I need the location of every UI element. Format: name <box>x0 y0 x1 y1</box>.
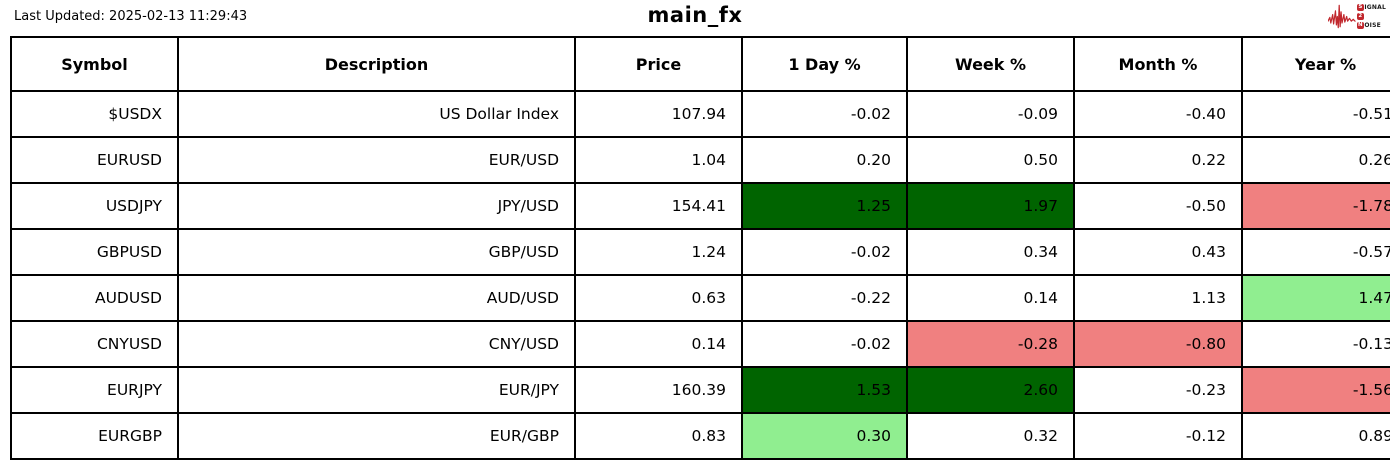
table-cell: -0.12 <box>1073 412 1243 460</box>
table-cell: -0.22 <box>741 274 908 322</box>
logo-text: S IGNAL 2 N OISE <box>1356 4 1386 30</box>
table-cell: 0.30 <box>741 412 908 460</box>
table-row: CNYUSD CNY/USD 0.14 -0.02 -0.28 -0.80 -0.13 <box>10 320 1390 368</box>
table-cell: GBP/USD <box>177 228 576 276</box>
signal-2-noise-logo: S IGNAL 2 N OISE <box>1327 3 1386 30</box>
last-updated-timestamp: Last Updated: 2025-02-13 11:29:43 <box>14 9 248 24</box>
column-header-week-: Week % <box>906 36 1075 92</box>
table-cell: EUR/GBP <box>177 412 576 460</box>
page-title: main_fx <box>647 3 743 27</box>
table-cell: 0.20 <box>741 136 908 184</box>
table-row: EURGBP EUR/GBP 0.83 0.30 0.32 -0.12 0.89 <box>10 412 1390 460</box>
table-cell: 0.34 <box>906 228 1075 276</box>
table-cell: 1.47 <box>1241 274 1390 322</box>
table-cell: EURJPY <box>10 366 179 414</box>
table-cell: -1.78 <box>1241 182 1390 230</box>
table-cell: -0.80 <box>1073 320 1243 368</box>
table-cell: -0.23 <box>1073 366 1243 414</box>
table-cell: 0.83 <box>574 412 743 460</box>
table-cell: 154.41 <box>574 182 743 230</box>
table-cell: 0.43 <box>1073 228 1243 276</box>
table-cell: 1.24 <box>574 228 743 276</box>
table-cell: USDJPY <box>10 182 179 230</box>
table-cell: -0.02 <box>741 320 908 368</box>
table-cell: -0.02 <box>741 228 908 276</box>
logo-line-2: 2 <box>1356 13 1386 21</box>
table-row: EURUSD EUR/USD 1.04 0.20 0.50 0.22 0.26 <box>10 136 1390 184</box>
table-row: USDJPY JPY/USD 154.41 1.25 1.97 -0.50 -1.78 <box>10 182 1390 230</box>
table-cell: 160.39 <box>574 366 743 414</box>
logo-line-signal: S IGNAL <box>1356 4 1386 12</box>
table-cell: 107.94 <box>574 90 743 138</box>
table-row: AUDUSD AUD/USD 0.63 -0.22 0.14 1.13 1.47 <box>10 274 1390 322</box>
table-header-row: Symbol Description Price 1 Day % Week % Month… <box>10 36 1390 92</box>
logo-rest-oise: OISE <box>1364 22 1381 29</box>
table-cell: 1.13 <box>1073 274 1243 322</box>
table-row: EURJPY EUR/JPY 160.39 1.53 2.60 -0.23 -1.56 <box>10 366 1390 414</box>
table-cell: AUD/USD <box>177 274 576 322</box>
table-cell: AUDUSD <box>10 274 179 322</box>
table-cell: -0.02 <box>741 90 908 138</box>
table-cell: 1.04 <box>574 136 743 184</box>
table-cell: EURGBP <box>10 412 179 460</box>
table-cell: -0.50 <box>1073 182 1243 230</box>
table-cell: EUR/JPY <box>177 366 576 414</box>
table-cell: CNYUSD <box>10 320 179 368</box>
logo-line-noise: N OISE <box>1356 22 1386 30</box>
logo-rest-ignal: IGNAL <box>1364 4 1386 11</box>
column-header-year-: Year % <box>1241 36 1390 92</box>
logo-badge-2: 2 <box>1356 13 1364 20</box>
table-cell: US Dollar Index <box>177 90 576 138</box>
column-header-symbol: Symbol <box>10 36 179 92</box>
table-cell: 0.50 <box>906 136 1075 184</box>
table-cell: CNY/USD <box>177 320 576 368</box>
table-cell: JPY/USD <box>177 182 576 230</box>
table-row: $USDX US Dollar Index 107.94 -0.02 -0.09 -0.4… <box>10 90 1390 138</box>
table-cell: -0.51 <box>1241 90 1390 138</box>
logo-badge-n: N <box>1356 22 1364 29</box>
table-cell: 0.63 <box>574 274 743 322</box>
table-cell: 2.60 <box>906 366 1075 414</box>
table-cell: -0.40 <box>1073 90 1243 138</box>
table-cell: EUR/USD <box>177 136 576 184</box>
table-cell: -0.13 <box>1241 320 1390 368</box>
table-cell: GBPUSD <box>10 228 179 276</box>
column-header-month-: Month % <box>1073 36 1243 92</box>
table-cell: EURUSD <box>10 136 179 184</box>
table-cell: 0.26 <box>1241 136 1390 184</box>
fx-table: Symbol Description Price 1 Day % Week % Month… <box>10 36 1390 460</box>
logo-badge-s: S <box>1356 4 1364 11</box>
column-header-1-day-: 1 Day % <box>741 36 908 92</box>
table-cell: 0.89 <box>1241 412 1390 460</box>
waveform-icon <box>1327 4 1356 29</box>
table-cell: -0.28 <box>906 320 1075 368</box>
table-cell: 1.53 <box>741 366 908 414</box>
table-cell: -0.57 <box>1241 228 1390 276</box>
table-cell: 0.14 <box>574 320 743 368</box>
column-header-description: Description <box>177 36 576 92</box>
table-cell: $USDX <box>10 90 179 138</box>
table-cell: 1.97 <box>906 182 1075 230</box>
table-cell: -0.09 <box>906 90 1075 138</box>
column-header-price: Price <box>574 36 743 92</box>
table-cell: 0.32 <box>906 412 1075 460</box>
table-cell: 0.22 <box>1073 136 1243 184</box>
table-cell: 0.14 <box>906 274 1075 322</box>
table-cell: -1.56 <box>1241 366 1390 414</box>
table-row: GBPUSD GBP/USD 1.24 -0.02 0.34 0.43 -0.57 <box>10 228 1390 276</box>
table-cell: 1.25 <box>741 182 908 230</box>
